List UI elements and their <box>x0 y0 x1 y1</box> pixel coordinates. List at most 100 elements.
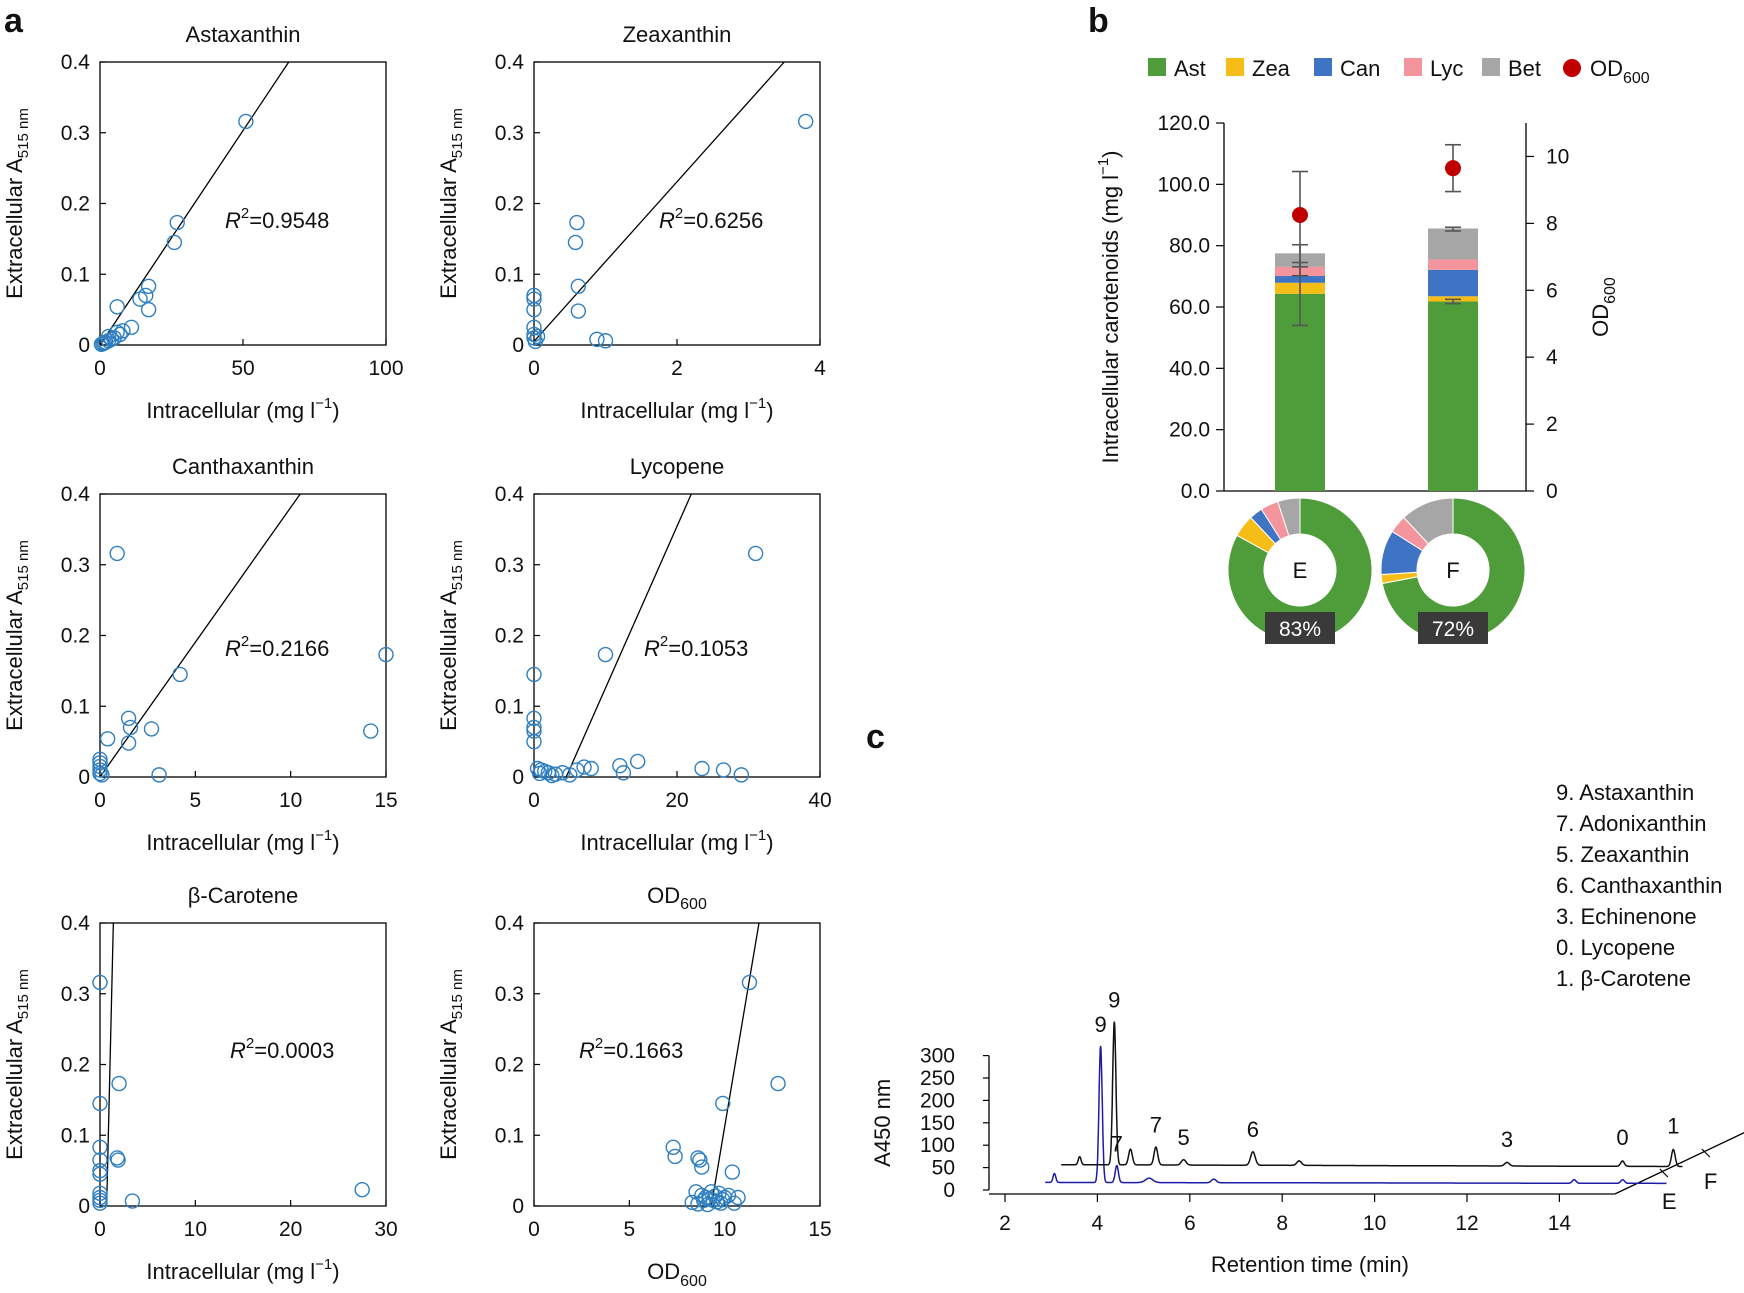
y-axis-label-text: Extracellular A <box>2 1019 27 1160</box>
compound-legend-item: 1. β-Carotene <box>1556 966 1691 991</box>
panel-label-c: c <box>866 718 885 756</box>
x-tick-label: 20 <box>279 1218 302 1241</box>
donut-hole <box>1417 534 1489 606</box>
data-point <box>109 545 125 562</box>
data-point <box>99 731 116 747</box>
y-tick-label: 0.1 <box>61 695 90 718</box>
data-point <box>544 767 560 784</box>
data-point <box>715 1095 731 1112</box>
bar-group-f <box>1428 143 1478 491</box>
data-point <box>798 113 814 130</box>
peak-label: 1 <box>1667 1114 1679 1139</box>
x-tick-label: 4 <box>1092 1212 1104 1235</box>
x-tick-label: 5 <box>189 789 201 812</box>
fit-line <box>106 923 114 1206</box>
x-tick-label: 5 <box>623 1218 635 1241</box>
r-squared-exp: 2 <box>241 205 249 222</box>
donut-center-label: E <box>1293 558 1308 583</box>
data-point <box>92 974 108 991</box>
data-point <box>124 1193 141 1209</box>
data-point <box>562 767 578 783</box>
x-tick-label: 6 <box>1184 1212 1196 1235</box>
data-point <box>684 1194 700 1211</box>
data-point <box>92 1195 108 1211</box>
x-tick-label: 10 <box>279 789 302 812</box>
y-tick-label: 300 <box>920 1045 955 1068</box>
r-squared-value: =0.1663 <box>603 1038 683 1063</box>
x-axis-label: Intracellular (mg l−1) <box>146 827 339 855</box>
x-axis-label: Intracellular (mg l−1) <box>580 827 773 855</box>
x-tick-label: 0 <box>528 1218 540 1241</box>
x-axis-label-sup: −1 <box>315 395 332 412</box>
data-point <box>570 278 587 294</box>
y-tick-label: 0.1 <box>495 695 524 718</box>
y-tick-label: 0 <box>512 334 524 357</box>
y2-axis-label: OD600 <box>1588 277 1619 337</box>
data-point <box>532 765 548 782</box>
x-axis-label-text: Intracellular (mg l <box>146 1259 315 1284</box>
plot-title-sub: 600 <box>680 896 707 913</box>
x-axis-label: Retention time (min) <box>1211 1252 1409 1277</box>
y-tick-label: 0.1 <box>61 263 90 286</box>
y-axis-label-sub: 515 nm <box>15 540 32 590</box>
x-axis-label-text: Intracellular (mg l <box>146 398 315 423</box>
data-point <box>733 767 750 783</box>
donut-percent-badge <box>1265 612 1335 644</box>
y-tick-label: 0 <box>512 1195 524 1218</box>
data-point <box>747 545 764 562</box>
r-squared-r: R <box>579 1038 595 1063</box>
x-axis-label-sub: 600 <box>680 1273 707 1290</box>
data-point <box>724 1164 740 1180</box>
trace-f <box>1061 1021 1683 1168</box>
x-tick-label: 0 <box>528 789 540 812</box>
x-axis-label: Intracellular (mg l−1) <box>580 395 773 423</box>
y-axis-label: Extracellular A515 nm <box>436 108 466 299</box>
trace-e <box>1045 1045 1667 1185</box>
data-point <box>690 1150 706 1166</box>
r-squared-r: R <box>225 208 241 233</box>
plot-title-text: OD <box>647 883 680 908</box>
y-tick-label: 250 <box>920 1067 955 1090</box>
x-tick-label: 15 <box>808 1218 831 1241</box>
y-axis-label-sub: 515 nm <box>15 969 32 1019</box>
y-tick-label: 0.3 <box>495 983 524 1006</box>
x-tick-label: 20 <box>665 789 688 812</box>
r-squared-exp: 2 <box>675 205 683 222</box>
y2-tick-label: 6 <box>1546 279 1558 302</box>
y-tick-label: 0 <box>943 1179 955 1202</box>
compound-legend-item: 6. Canthaxanthin <box>1556 873 1722 898</box>
x-axis-label-sup: −1 <box>749 827 766 844</box>
data-point <box>100 328 117 345</box>
legend-label-zea: Zea <box>1252 56 1291 81</box>
data-point <box>526 301 542 318</box>
data-point <box>529 328 546 345</box>
x-axis-label-end: ) <box>332 830 339 855</box>
x-axis-label-end: ) <box>332 1259 339 1284</box>
y2-axis-label-text: OD <box>1588 304 1613 337</box>
plot-title-text: β-Carotene <box>188 883 298 908</box>
data-point <box>122 719 139 736</box>
depth-axis <box>1614 1132 1744 1195</box>
donut-hole <box>1264 534 1336 606</box>
x-tick-label: 100 <box>368 357 403 380</box>
y-tick-label: 0.4 <box>495 912 525 935</box>
data-point <box>526 666 542 683</box>
r-squared-exp: 2 <box>660 633 668 650</box>
r-squared-exp: 2 <box>246 1035 254 1052</box>
y-axis-label-text: Intracellular carotenoids (mg l <box>1098 175 1123 464</box>
plot-title: Lycopene <box>630 454 725 479</box>
y-tick-label: 0.3 <box>495 554 524 577</box>
y-tick-label: 0.1 <box>495 263 524 286</box>
data-point <box>143 721 160 737</box>
data-point <box>526 723 542 739</box>
donut-f: F 72% <box>1380 497 1526 644</box>
data-point <box>92 758 108 775</box>
x-tick-label: 0 <box>94 357 106 380</box>
y-axis-label-text: Extracellular A <box>2 590 27 731</box>
x-tick-label: 0 <box>528 357 540 380</box>
data-point <box>567 234 584 251</box>
data-point <box>707 1188 723 1204</box>
